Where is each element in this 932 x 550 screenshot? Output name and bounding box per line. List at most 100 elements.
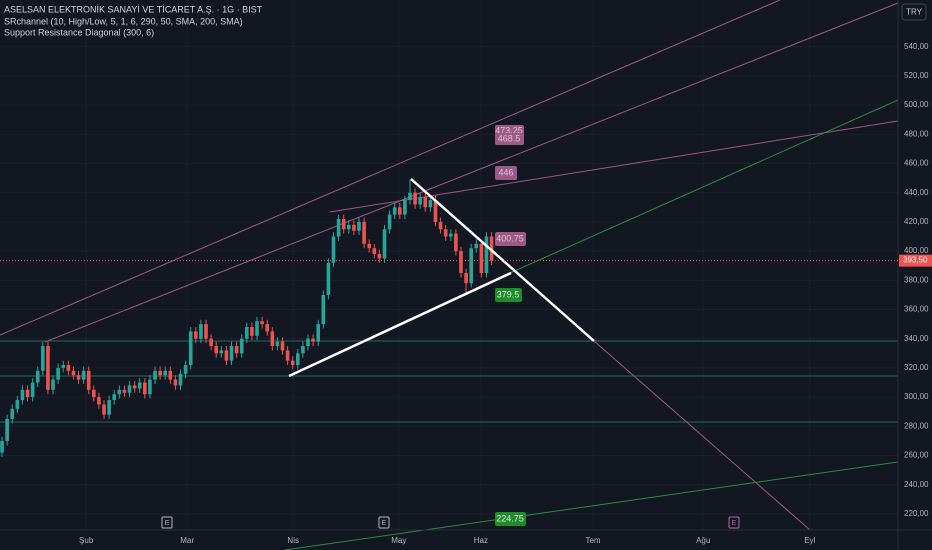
candle-body (224, 350, 229, 361)
candle-body (0, 440, 4, 453)
candle-body (199, 324, 203, 339)
candle-body (61, 365, 66, 368)
trend-line (410, 178, 595, 342)
candle-body (296, 353, 300, 366)
candle-body (362, 221, 366, 244)
y-tick-label: 420,00 (904, 217, 929, 226)
candle-body (260, 321, 264, 325)
candle-body (357, 221, 361, 231)
candle-body (66, 365, 71, 371)
candle-body (173, 379, 178, 386)
candle-body (403, 200, 407, 215)
y-tick-label: 520,00 (904, 71, 929, 80)
candle-body (448, 233, 453, 237)
x-tick-label: Eyl (804, 536, 815, 545)
y-tick-label: 480,00 (904, 129, 929, 138)
candle-body (336, 219, 341, 237)
level-label-box (495, 232, 526, 246)
y-tick-label: 440,00 (904, 188, 929, 197)
candle-body (92, 389, 96, 398)
candle-body (163, 370, 168, 376)
candle-body (250, 327, 254, 336)
y-tick-label: 240,00 (904, 480, 929, 489)
candle-body (479, 243, 484, 274)
x-tick-label: Haz (474, 536, 488, 545)
candle-body (137, 382, 142, 389)
candle-body (127, 385, 132, 393)
candle-body (35, 370, 40, 383)
candle-body (10, 408, 15, 420)
candle-body (143, 382, 147, 395)
y-tick-label: 500,00 (904, 100, 929, 109)
resistance-diagonal (329, 120, 899, 213)
candle-body (209, 338, 213, 347)
y-tick-label: 260,00 (904, 451, 929, 460)
event-marker-label: E (732, 520, 737, 527)
y-tick-label: 380,00 (904, 275, 929, 284)
event-marker[interactable] (728, 516, 740, 529)
candle-body (454, 233, 458, 252)
currency-label: TRY (906, 8, 923, 17)
candle-body (46, 346, 50, 390)
candle-body (15, 400, 20, 409)
y-tick-label: 400,00 (904, 246, 929, 255)
level-label: 446 (498, 167, 513, 177)
candle-body (112, 394, 117, 401)
candle-body (346, 224, 351, 230)
candle-body (418, 197, 422, 205)
drawings (0, 0, 899, 550)
event-marker[interactable] (161, 516, 173, 529)
candle-body (397, 207, 402, 215)
x-tick-label: Tem (585, 536, 600, 545)
y-tick-label: 540,00 (904, 42, 929, 51)
candle-body (132, 385, 137, 389)
candle-body (168, 370, 173, 380)
candle-body (301, 346, 305, 354)
level-label-box (495, 166, 517, 180)
candle-body (183, 365, 188, 374)
level-label: 224.75 (496, 513, 524, 523)
candle-body (469, 248, 473, 284)
candle-body (188, 331, 193, 366)
level-labels: 473.25 468.5 446 400.75 379.5 224.75 (495, 125, 526, 526)
candles (0, 179, 494, 457)
candle-body (382, 229, 387, 259)
y-tick-label: 320,00 (904, 363, 929, 372)
candle-body (306, 338, 310, 347)
candle-body (194, 331, 198, 339)
candle-body (204, 324, 208, 339)
support-diagonal (509, 99, 899, 274)
candle-body (219, 350, 224, 354)
y-tick-label: 460,00 (904, 159, 929, 168)
candle-body (433, 200, 438, 222)
candle-body (331, 236, 336, 263)
event-marker[interactable] (378, 516, 390, 529)
candle-body (484, 236, 489, 274)
candle-body (372, 248, 377, 255)
candle-body (438, 221, 443, 230)
level-label-box (495, 512, 526, 526)
x-tick-label: Mar (180, 536, 194, 545)
candle-body (117, 389, 122, 395)
event-markers: E E E (161, 516, 740, 529)
level-label: 379.5 (497, 289, 520, 299)
trend-line (288, 271, 512, 378)
candle-body (102, 404, 106, 415)
candle-body (229, 346, 234, 361)
candle-body (392, 207, 397, 215)
level-label-box (495, 133, 524, 145)
currency-button[interactable] (901, 3, 927, 21)
candle-body (214, 346, 219, 354)
axes: 220,00 240,00 260,00 280,00 300,00 320,00 340,… (0, 42, 932, 545)
candle-body (290, 360, 295, 366)
candle-body (20, 389, 25, 401)
candle-body (86, 370, 91, 390)
candle-body (489, 236, 494, 261)
candle-body (178, 373, 183, 386)
triangle (288, 178, 595, 378)
candle-body (71, 370, 76, 376)
candle-body (326, 262, 331, 295)
candle-body (148, 379, 152, 395)
candle-body (81, 370, 86, 380)
candle-body (51, 379, 55, 390)
